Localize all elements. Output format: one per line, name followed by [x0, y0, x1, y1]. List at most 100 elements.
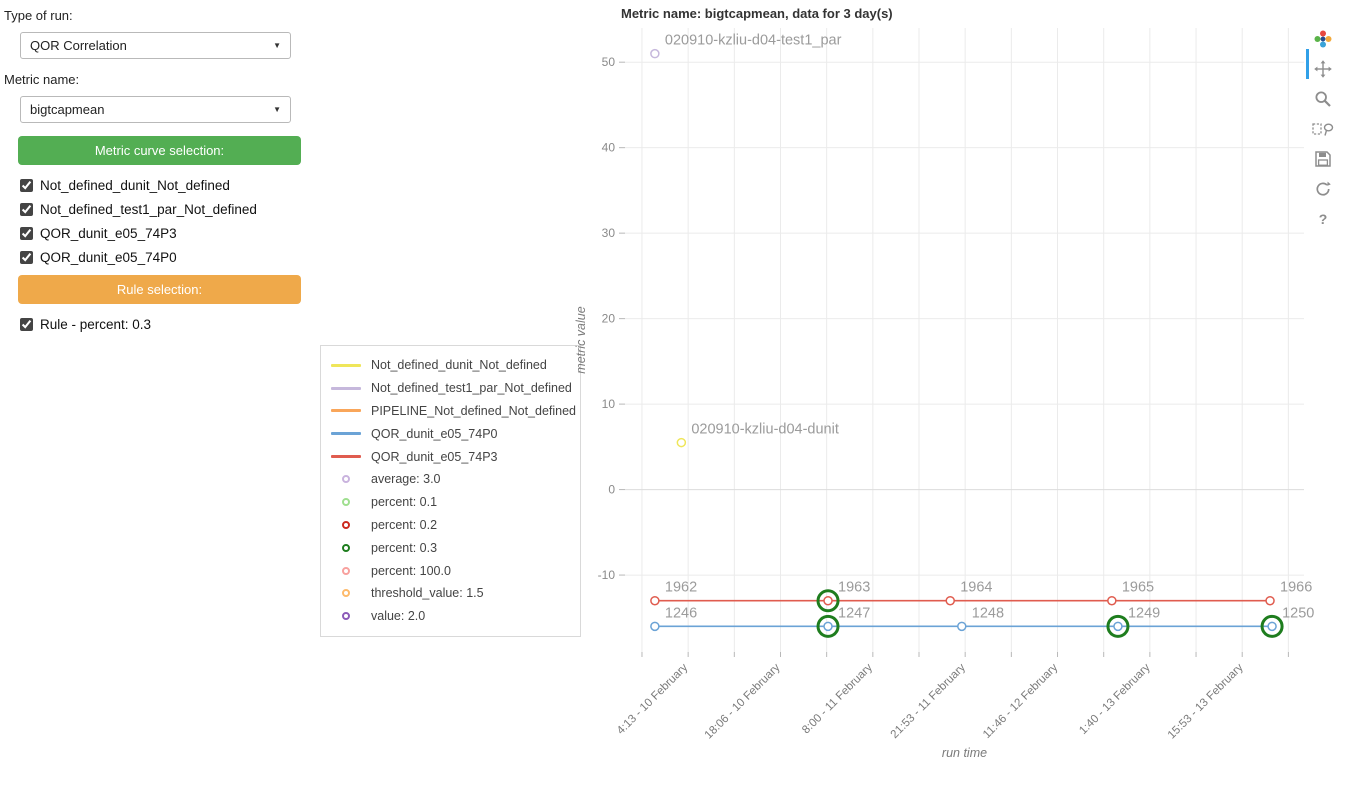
legend-label: PIPELINE_Not_defined_Not_defined [371, 403, 577, 418]
point-label: 1966 [1280, 580, 1312, 596]
x-axis-title: run time [942, 746, 987, 760]
y-axis-title: metric value [575, 306, 588, 373]
data-point[interactable] [650, 595, 660, 606]
legend-marker-item[interactable]: percent: 0.3 [331, 536, 570, 559]
legend-line-swatch [331, 409, 361, 413]
x-tick-label: 4:13 - 10 February [615, 661, 691, 737]
data-point[interactable] [945, 595, 955, 606]
curve-check-label: Not_defined_dunit_Not_defined [40, 177, 230, 193]
pan-icon[interactable] [1310, 54, 1336, 84]
legend-label: threshold_value: 1.5 [371, 586, 484, 601]
help-icon[interactable]: ? [1318, 211, 1328, 227]
curve-check-checkbox[interactable] [20, 250, 33, 264]
data-point[interactable] [957, 621, 967, 632]
y-tick-label: 50 [602, 55, 616, 69]
legend-label: Not_defined_test1_par_Not_defined [371, 381, 572, 396]
legend-label: Not_defined_dunit_Not_defined [371, 358, 547, 373]
legend-marker-item[interactable]: percent: 100.0 [331, 559, 570, 582]
data-point[interactable] [1267, 621, 1277, 632]
data-point[interactable] [650, 48, 660, 59]
x-tick-label: 21:53 - 11 February [889, 661, 968, 740]
legend-line-swatch [331, 363, 361, 367]
legend-label: percent: 0.1 [371, 495, 438, 510]
curve-check-checkbox[interactable] [20, 202, 33, 216]
caret-down-icon: ▼ [273, 105, 281, 114]
legend-label: average: 3.0 [371, 472, 441, 487]
select-lasso-icon[interactable] [1310, 114, 1336, 144]
point-label: 1249 [1128, 605, 1160, 621]
curve-check-label: Not_defined_test1_par_Not_defined [40, 201, 257, 217]
legend-marker-swatch [331, 498, 361, 507]
rule-marker-circle[interactable] [816, 589, 840, 613]
data-point[interactable] [823, 621, 833, 632]
data-point[interactable] [1107, 595, 1117, 606]
curve-check-row[interactable]: Not_defined_dunit_Not_defined [20, 173, 312, 197]
legend-marker-item[interactable]: value: 2.0 [331, 605, 570, 628]
point-label: 1965 [1122, 580, 1154, 596]
legend-marker-item[interactable]: average: 3.0 [331, 468, 570, 491]
metric-curve-selection-button[interactable]: Metric curve selection: [18, 136, 301, 165]
caret-down-icon: ▼ [273, 41, 281, 50]
zoom-icon[interactable] [1310, 84, 1336, 114]
legend-label: QOR_dunit_e05_74P3 [371, 449, 498, 464]
legend-marker-swatch [331, 543, 361, 552]
data-point[interactable] [1265, 595, 1275, 606]
y-tick-label: 20 [602, 312, 616, 326]
data-point[interactable] [1113, 621, 1123, 632]
active-mode-indicator [1306, 49, 1309, 79]
y-tick-label: 40 [602, 141, 616, 155]
curve-check-checkbox[interactable] [20, 178, 33, 192]
chart-title: Metric name: bigtcapmean, data for 3 day… [621, 6, 893, 21]
legend-marker-item[interactable]: percent: 0.2 [331, 514, 570, 537]
rule-marker-circle[interactable] [1106, 614, 1130, 638]
point-label: 1248 [972, 605, 1004, 621]
legend-line-item[interactable]: Not_defined_test1_par_Not_defined [331, 377, 572, 400]
point-label: 1964 [960, 580, 992, 596]
curve-check-checkbox[interactable] [20, 226, 33, 240]
chart-legend: Not_defined_dunit_Not_defined Not_defined… [320, 345, 581, 637]
legend-marker-item[interactable]: threshold_value: 1.5 [331, 582, 570, 605]
data-point[interactable] [650, 621, 660, 632]
legend-line-swatch [331, 432, 361, 436]
plotly-logo-icon[interactable] [1310, 24, 1336, 54]
y-tick-label: 30 [602, 226, 616, 240]
type-of-run-value: QOR Correlation [30, 38, 127, 53]
rule-marker-circle[interactable] [816, 614, 840, 638]
legend-line-item[interactable]: Not_defined_dunit_Not_defined [331, 354, 570, 377]
curve-check-row[interactable]: Not_defined_test1_par_Not_defined [20, 197, 312, 221]
type-of-run-select[interactable]: QOR Correlation ▼ [20, 32, 291, 59]
legend-line-item[interactable]: PIPELINE_Not_defined_Not_defined [331, 400, 576, 423]
metric-name-label: Metric name: [4, 72, 80, 87]
x-tick-label: 15:53 - 13 February [1166, 661, 1246, 741]
curve-check-row[interactable]: QOR_dunit_e05_74P3 [20, 221, 312, 245]
legend-line-swatch [331, 386, 361, 390]
legend-line-item[interactable]: QOR_dunit_e05_74P3 [331, 445, 570, 468]
legend-marker-swatch [331, 475, 361, 484]
rule-marker-circle[interactable] [1260, 614, 1284, 638]
rule-check-checkbox[interactable] [20, 317, 33, 331]
legend-marker-item[interactable]: percent: 0.1 [331, 491, 570, 514]
legend-label: percent: 0.3 [371, 540, 438, 555]
legend-line-item[interactable]: QOR_dunit_e05_74P0 [331, 422, 570, 445]
reset-axes-icon[interactable] [1310, 174, 1336, 204]
rule-check-row[interactable]: Rule - percent: 0.3 [20, 312, 312, 336]
data-point[interactable] [676, 437, 687, 448]
metric-name-value: bigtcapmean [30, 102, 105, 117]
save-image-icon[interactable] [1310, 144, 1336, 174]
point-label: 020910-kzliu-d04-test1_par [665, 33, 842, 49]
legend-label: percent: 0.2 [371, 517, 438, 532]
curve-check-label: QOR_dunit_e05_74P0 [40, 249, 177, 265]
rule-check-label: Rule - percent: 0.3 [40, 316, 152, 332]
point-label: 1963 [838, 580, 870, 596]
curve-check-row[interactable]: QOR_dunit_e05_74P0 [20, 245, 312, 269]
rule-selection-button[interactable]: Rule selection: [18, 275, 301, 304]
control-panel: Type of run: QOR Correlation ▼ Metric na… [0, 0, 312, 336]
data-point[interactable] [823, 595, 833, 606]
legend-marker-swatch [331, 612, 361, 621]
legend-items: Not_defined_dunit_Not_defined Not_defined… [331, 354, 576, 628]
chart-modebar: ? [1308, 24, 1338, 234]
point-label: 1250 [1282, 605, 1314, 621]
metric-name-select[interactable]: bigtcapmean ▼ [20, 96, 291, 123]
point-label: 1247 [838, 605, 870, 621]
